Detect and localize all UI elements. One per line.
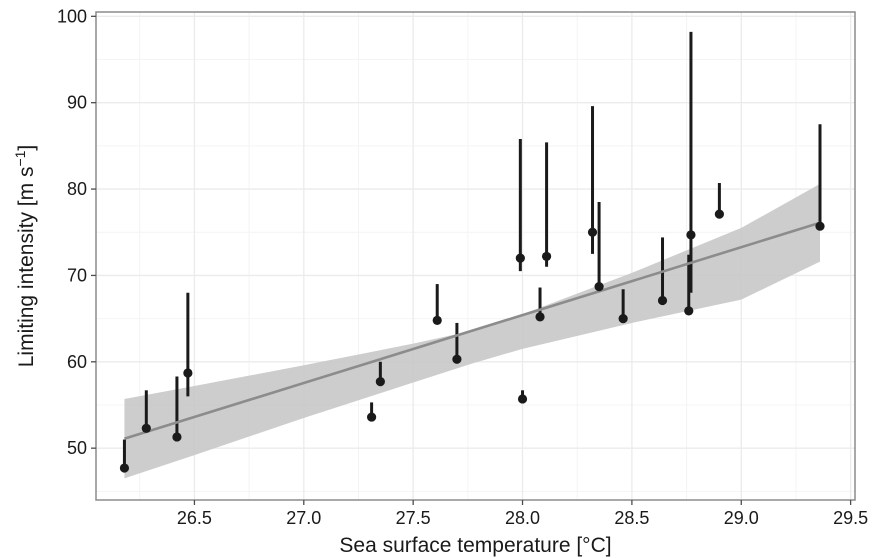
- y-tick-label-5: 100: [57, 6, 87, 26]
- data-point-6: [432, 315, 442, 325]
- data-point-1: [141, 423, 151, 433]
- data-point-0: [119, 463, 130, 473]
- data-point-3: [183, 368, 193, 378]
- y-tick-label-4: 90: [67, 93, 87, 113]
- data-point-17: [686, 230, 696, 240]
- y-tick-label-3: 80: [67, 179, 87, 199]
- data-point-10: [535, 312, 545, 322]
- data-point-19: [815, 221, 825, 231]
- data-point-9: [517, 394, 528, 404]
- data-point-4: [367, 412, 377, 422]
- data-point-2: [172, 432, 182, 442]
- y-axis-title-main: Limiting intensity [m s: [15, 167, 38, 368]
- data-point-12: [587, 227, 598, 237]
- axis-ticks: 26.5 27.0 27.5 28.0 28.5 29.0 29.5 50 60 70 80 90 10…: [57, 6, 868, 528]
- regression-line: [124, 221, 821, 440]
- y-tick-label-0: 50: [67, 438, 87, 458]
- y-axis-title: Limiting intensity [m s−1]: [12, 145, 38, 368]
- x-tick-label-1: 27.0: [286, 508, 321, 528]
- data-point-14: [618, 314, 628, 324]
- y-tick-label-2: 70: [67, 265, 87, 285]
- y-axis-title-superscript: −1: [12, 150, 28, 166]
- x-tick-label-0: 26.5: [177, 508, 212, 528]
- data-point-11: [541, 251, 552, 262]
- data-points-layer: [119, 209, 825, 473]
- x-tick-label-5: 29.0: [724, 508, 759, 528]
- data-point-13: [594, 282, 604, 292]
- data-point-18: [714, 209, 724, 219]
- data-point-15: [657, 295, 668, 306]
- x-axis-title: Sea surface temperature [°C]: [339, 534, 611, 557]
- y-tick-label-1: 60: [67, 352, 87, 372]
- x-tick-label-4: 28.5: [614, 508, 649, 528]
- x-tick-label-2: 27.5: [396, 508, 431, 528]
- data-point-8: [515, 253, 525, 263]
- x-tick-label-6: 29.5: [833, 508, 868, 528]
- plot-panel-border: [95, 11, 856, 501]
- data-point-7: [452, 354, 462, 364]
- data-point-16: [684, 306, 694, 316]
- data-point-5: [375, 377, 385, 387]
- y-axis-title-close: ]: [15, 145, 38, 151]
- x-tick-label-3: 28.0: [505, 508, 540, 528]
- regression-line-layer: [124, 221, 821, 440]
